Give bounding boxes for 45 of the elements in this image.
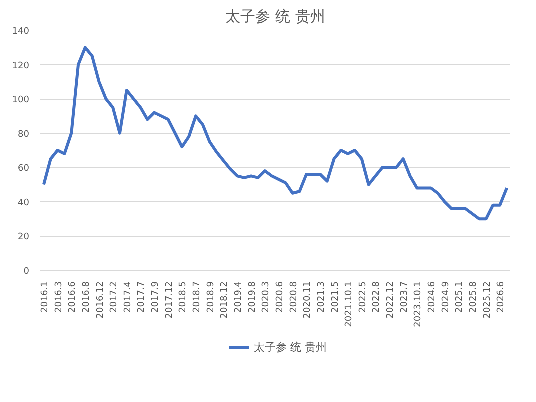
y-tick-label: 0 [24, 267, 30, 277]
x-tick-label: 2025.1 [455, 281, 466, 313]
x-tick-label: 2018.7 [192, 281, 203, 313]
chart-title: 太子参 统 贵州 [226, 8, 326, 26]
x-tick-label: 2024.9 [441, 281, 452, 313]
x-tick-label: 2020.8 [289, 281, 300, 313]
x-tick-label: 2019.4 [234, 281, 244, 313]
x-tick-label: 2016.1 [40, 281, 50, 313]
x-tick-label: 2017.7 [137, 281, 148, 313]
x-tick-label: 2023.10.1 [414, 281, 424, 328]
x-tick-label: 2022.12 [386, 282, 396, 319]
x-tick-label: 2020.6 [275, 281, 286, 313]
x-tick-label: 2026.6 [496, 281, 507, 313]
x-tick-label: 2016.12 [96, 282, 106, 319]
x-tick-label: 2016.8 [82, 281, 92, 313]
x-tick-label: 2021.10.1 [344, 281, 355, 328]
x-tick-label: 2018.5 [178, 281, 189, 313]
x-tick-label: 2018.12 [220, 282, 230, 319]
x-tick-label: 2022.8 [372, 281, 382, 313]
y-tick-label: 120 [12, 61, 30, 72]
x-tick-label: 2025.8 [468, 281, 479, 313]
x-tick-label: 2016.3 [54, 281, 64, 313]
line-series [42, 46, 509, 221]
y-tick-label: 140 [12, 27, 30, 37]
x-tick-label: 2017.9 [151, 281, 162, 313]
legend-label: 太子参 统 贵州 [254, 340, 327, 354]
x-tick-label: 2019.8 [248, 281, 258, 313]
y-tick-label: 40 [18, 198, 30, 208]
x-tick-label: 2017.4 [123, 281, 134, 313]
x-tick-label: 2017.2 [110, 281, 120, 313]
x-tick-label: 2020.11 [303, 282, 314, 319]
x-tick-label: 2024.6 [428, 281, 438, 313]
x-tick-label: 2020.3 [262, 281, 272, 313]
y-tick-label: 20 [18, 232, 30, 243]
x-tick-label: 2016.6 [68, 281, 78, 313]
x-tick-label: 2022.5 [358, 281, 368, 313]
x-tick-label: 2018.9 [206, 281, 216, 313]
y-tick-label: 60 [18, 164, 30, 174]
x-tick-label: 2017.12 [164, 282, 175, 319]
y-tick-label: 100 [12, 96, 30, 106]
x-tick-label: 2021.5 [330, 281, 341, 313]
y-tick-label: 80 [18, 130, 30, 140]
x-tick-label: 2025.12 [482, 282, 493, 319]
x-tick-label: 2021.3 [316, 281, 327, 313]
x-tick-label: 2023.7 [400, 281, 410, 313]
